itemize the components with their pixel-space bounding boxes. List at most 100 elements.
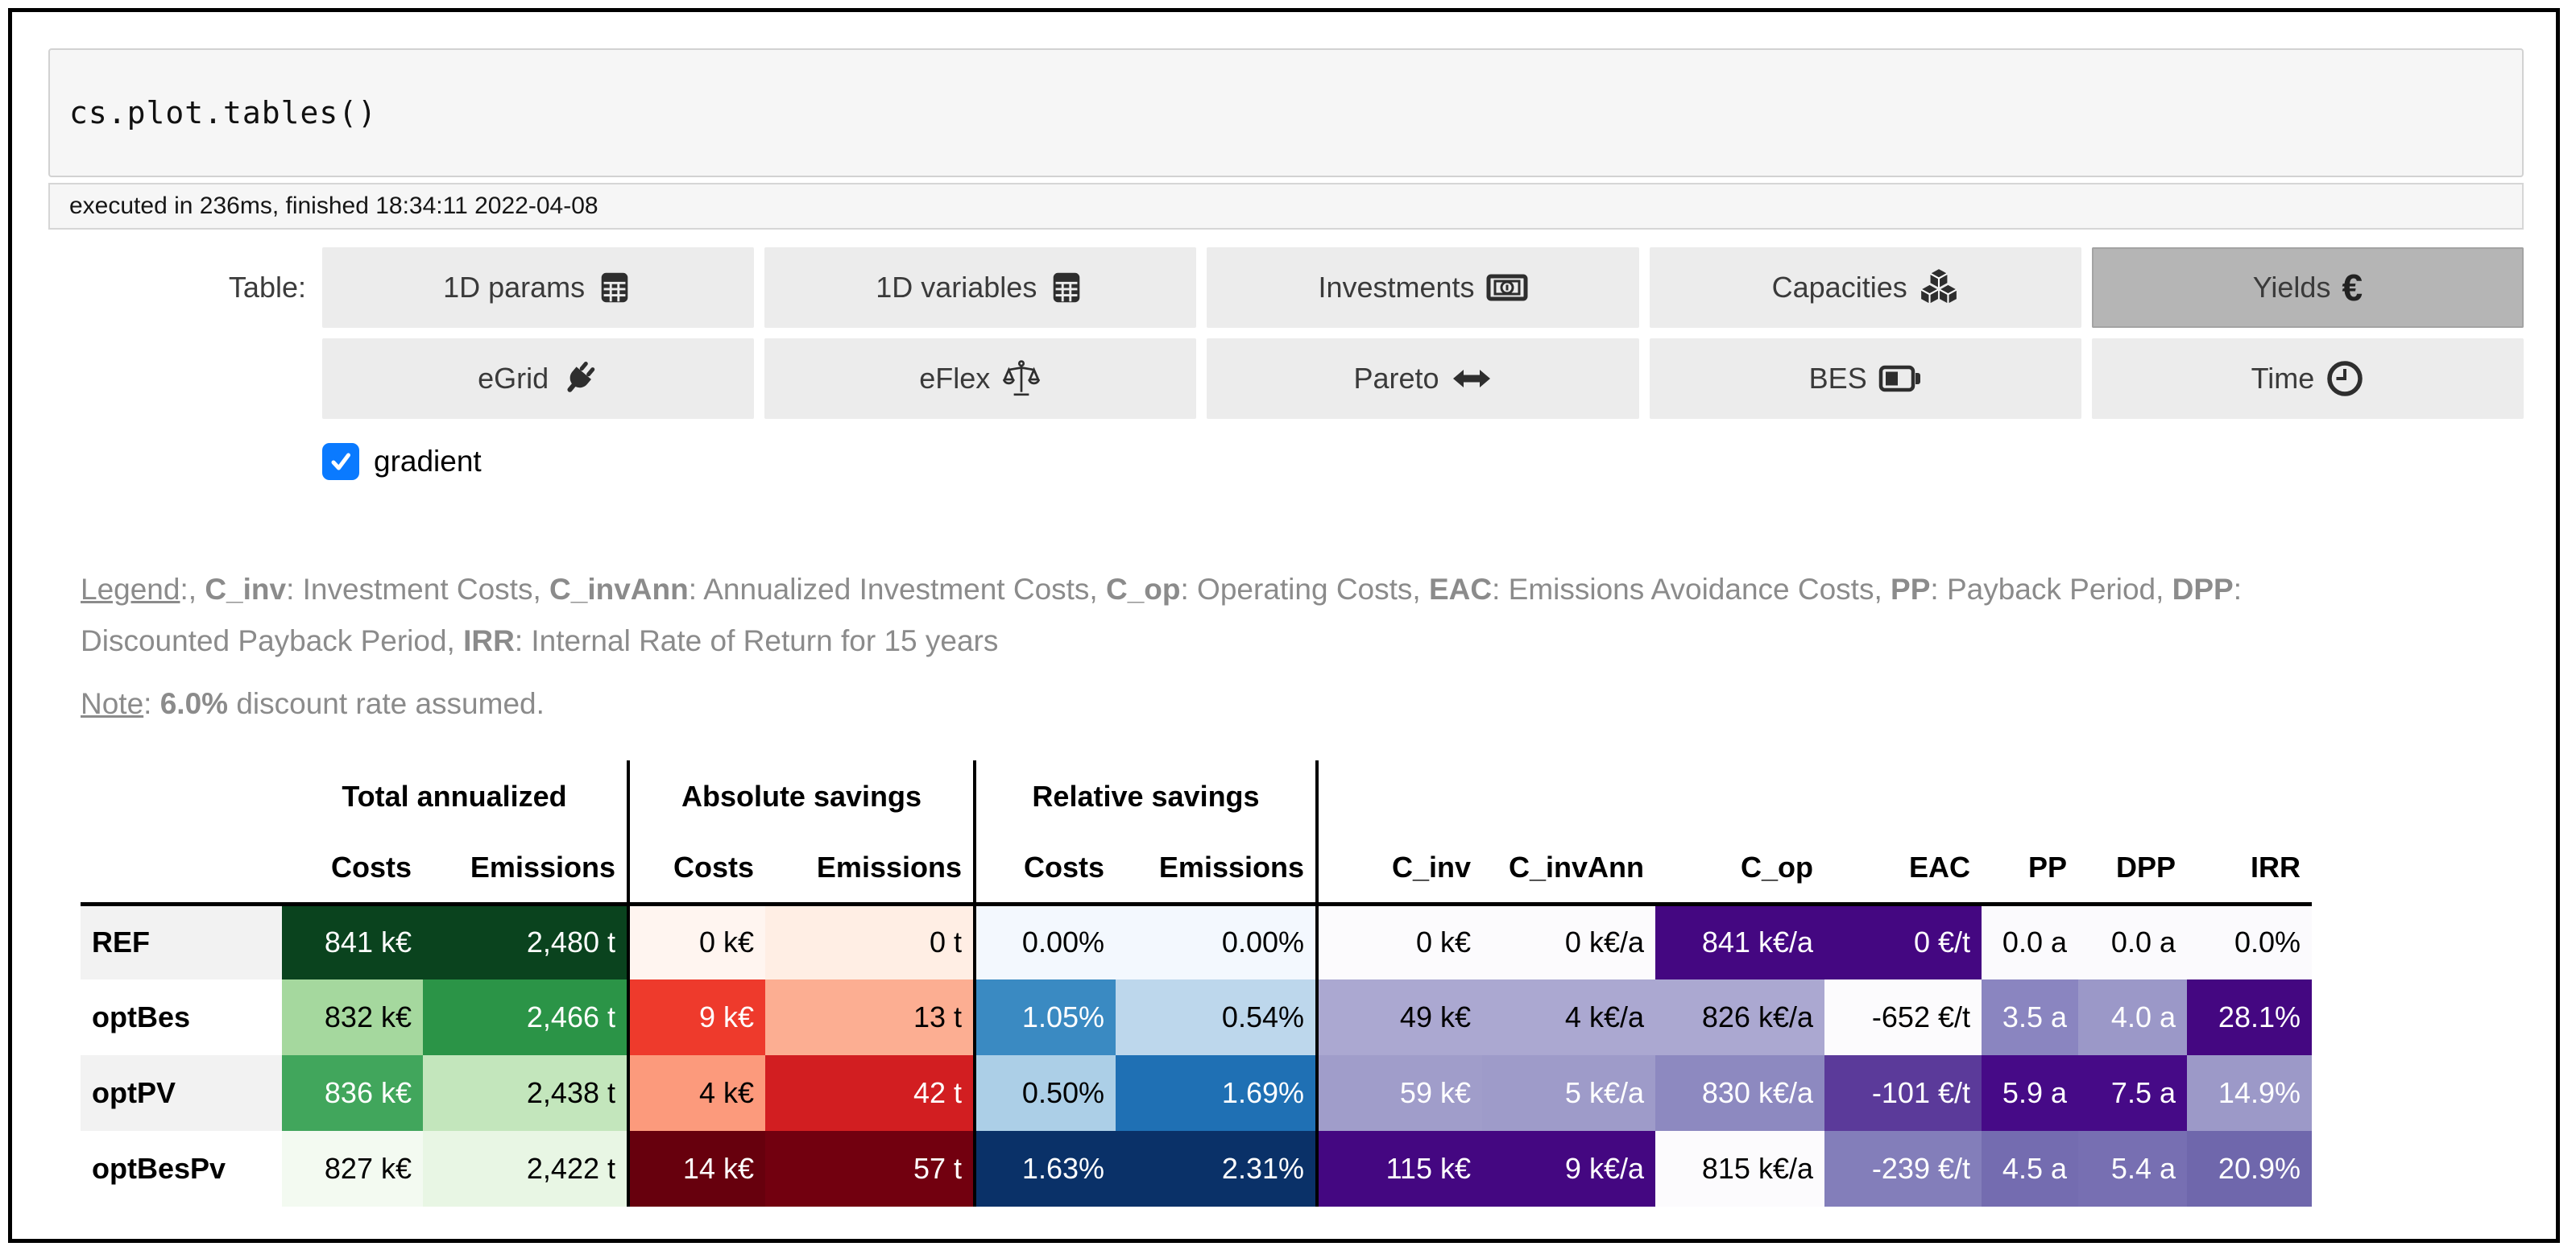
row-label: optBes [81,979,282,1055]
table-cell: 14.9% [2187,1055,2312,1131]
table-cell: 1.69% [1116,1055,1317,1131]
toggle-button-investments[interactable]: Investments [1207,247,1639,328]
column-header: EAC [1824,833,1982,906]
checkmark-icon [331,453,350,470]
table-cell: 815 k€/a [1655,1131,1824,1207]
toggle-button-label: BES [1808,362,1867,395]
table-cell: 0.00% [1116,904,1317,979]
legend-text: Legend:, C_inv: Investment Costs, C_invA… [81,573,2243,657]
table-row: optBesPv 827 k€ 2,422 t 14 k€ 57 t 1.63% 2.31%… [81,1131,2312,1207]
column-header: C_inv [1315,833,1482,906]
group-header-total-annualized: Total annualized [282,760,628,833]
column-header: C_invAnn [1482,833,1655,906]
legend-block: Legend:, C_inv: Investment Costs, C_invA… [81,564,2320,730]
column-header: IRR [2187,833,2312,906]
table-cell: 841 k€ [282,904,423,979]
battery-icon [1878,365,1920,392]
table-cell: 9 k€/a [1482,1131,1655,1207]
yields-table: Total annualized Absolute savings Relati… [81,760,2312,1207]
table-toggle-label-spacer [48,338,322,419]
table-cell: 0 k€ [1315,904,1482,979]
table-cell: 0.0 a [2078,904,2187,979]
toggle-button-egrid[interactable]: eGrid [322,338,755,419]
column-header: Costs [282,833,423,906]
table-toggle-row-2: eGrid eFlex Pareto BES Time [48,338,2524,419]
table-cell: 830 k€/a [1655,1055,1824,1131]
table-cell: 1.63% [973,1131,1116,1207]
scales-icon [1003,360,1041,396]
column-header: Costs [973,833,1116,906]
table-cell: 2,422 t [423,1131,628,1207]
toggle-button-label: Yields [2252,271,2331,304]
toggle-button-pareto[interactable]: Pareto [1207,338,1639,419]
table-cell: 7.5 a [2078,1055,2187,1131]
column-header: Emissions [423,833,628,906]
table-cell: -101 €/t [1824,1055,1982,1131]
toggle-button-1d-variables[interactable]: 1D variables [764,247,1197,328]
gradient-checkbox[interactable] [322,443,359,480]
table-cell: 827 k€ [282,1131,423,1207]
gradient-checkbox-label: gradient [374,445,482,478]
toggle-button-label: 1D params [443,271,586,304]
column-header: Emissions [1116,833,1317,906]
column-header: PP [1982,833,2078,906]
arrow-left-right-icon [1452,370,1490,387]
toggle-button-bes[interactable]: BES [1649,338,2081,419]
table-cell: 57 t [765,1131,975,1207]
table-cell: -652 €/t [1824,979,1982,1055]
note-text: Note: 6.0% discount rate assumed. [81,687,545,720]
table-toggle-label: Table: [228,271,306,304]
plug-icon [567,362,595,392]
row-label: optBesPv [81,1131,282,1207]
table-cell: 832 k€ [282,979,423,1055]
table-cell: 0.50% [973,1055,1116,1131]
table-cell: 0.0 a [1982,904,2078,979]
toggle-button-label: Pareto [1353,362,1439,395]
table-cell: 0 k€/a [1482,904,1655,979]
table-cell: 4 k€/a [1482,979,1655,1055]
table-cell: 42 t [765,1055,975,1131]
table-cell: -239 €/t [1824,1131,1982,1207]
table-cell: 0 t [765,904,975,979]
execution-info-bar: executed in 236ms, finished 18:34:11 202… [48,183,2524,230]
table-cell: 0.54% [1116,979,1317,1055]
banknote-icon [1486,274,1528,301]
table-cell: 0 €/t [1824,904,1982,979]
table-cell: 14 k€ [627,1131,765,1207]
toggle-button-time[interactable]: Time [2091,338,2524,419]
table-cell: 0 k€ [627,904,765,979]
column-header: Emissions [765,833,975,906]
toggle-button-yields[interactable]: Yields € [2091,247,2524,328]
code-input-cell[interactable]: cs.plot.tables() [48,48,2524,177]
table-cell: 2,480 t [423,904,628,979]
toggle-button-eflex[interactable]: eFlex [764,338,1197,419]
cubes-icon [1920,269,1957,304]
row-label: REF [81,904,282,979]
toggle-button-label: eGrid [478,362,549,395]
table-cell: 2.31% [1116,1131,1317,1207]
table-cell: 59 k€ [1315,1055,1482,1131]
table-cell: 28.1% [2187,979,2312,1055]
table-cell: 5.4 a [2078,1131,2187,1207]
code-source: cs.plot.tables() [69,95,378,130]
corner-blank [81,760,282,833]
table-cell: 4.0 a [2078,979,2187,1055]
table-cell: 9 k€ [627,979,765,1055]
table-cell: 5.9 a [1982,1055,2078,1131]
toggle-button-1d-params[interactable]: 1D params [322,247,755,328]
table-cell: 3.5 a [1982,979,2078,1055]
euro-icon: € [2342,267,2363,309]
table-cell: 4 k€ [627,1055,765,1131]
table-grid-icon [1054,272,1080,303]
toggle-button-label: Capacities [1771,271,1907,304]
table-cell: 4.5 a [1982,1131,2078,1207]
toggle-button-label: 1D variables [876,271,1037,304]
table-cell: 2,466 t [423,979,628,1055]
toggle-button-capacities[interactable]: Capacities [1649,247,2081,328]
column-header: DPP [2078,833,2187,906]
table-toggle-row-1: Table: 1D params 1D variables Investment… [48,247,2524,328]
group-header-relative-savings: Relative savings [973,760,1317,833]
